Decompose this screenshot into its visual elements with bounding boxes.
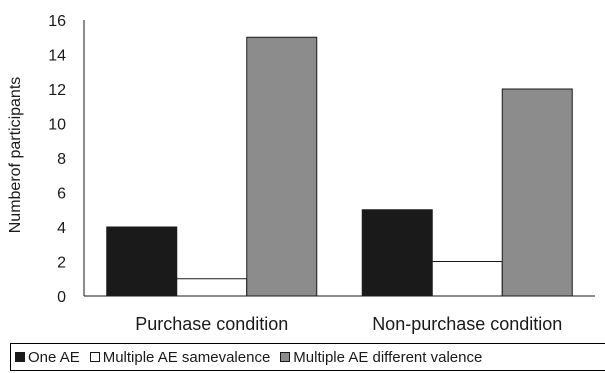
- legend-swatch-multiple-ae-different-valence: [280, 352, 291, 362]
- legend-label-one-ae: One AE: [28, 348, 80, 366]
- legend-swatch-multiple-ae-same-valence: [89, 352, 100, 362]
- legend-label-multiple-ae-same-valence: Multiple AE samevalence: [102, 348, 271, 366]
- bar: [431, 261, 503, 297]
- y-tick-label: 2: [57, 255, 66, 272]
- bar: [501, 88, 573, 297]
- bar: [246, 36, 318, 297]
- legend-label-multiple-ae-different-valence: Multiple AE different valence: [293, 348, 483, 366]
- bars: [106, 36, 573, 297]
- y-ticks: 0 2 4 6 8 10 12 14 16: [48, 13, 66, 306]
- y-axis-label: Numberof participants: [7, 77, 24, 234]
- bar: [106, 226, 178, 297]
- y-tick-label: 16: [48, 13, 66, 30]
- y-tick-label: 8: [57, 151, 66, 168]
- y-tick-label: 0: [57, 289, 66, 306]
- y-tick-label: 4: [57, 220, 66, 237]
- y-tick-label: 6: [57, 186, 66, 203]
- x-tick-label: Non-purchase condition: [372, 314, 562, 334]
- x-tick-label: Purchase condition: [135, 314, 288, 334]
- legend-item-one-ae: One AE: [15, 349, 80, 366]
- y-tick-label: 14: [48, 48, 66, 65]
- legend-swatch-one-ae: [15, 352, 25, 362]
- legend-item-multiple-ae-different-valence: Multiple AE different valence: [280, 349, 482, 366]
- legend-item-multiple-ae-same-valence: Multiple AE samevalence: [89, 348, 271, 366]
- bar: [361, 209, 433, 297]
- x-tick-labels: Purchase condition Non-purchase condition: [135, 314, 562, 334]
- y-tick-label: 12: [48, 82, 66, 99]
- y-tick-label: 10: [48, 117, 66, 134]
- bar: [176, 278, 248, 297]
- legend: One AE Multiple AE samevalence Multiple …: [10, 343, 605, 371]
